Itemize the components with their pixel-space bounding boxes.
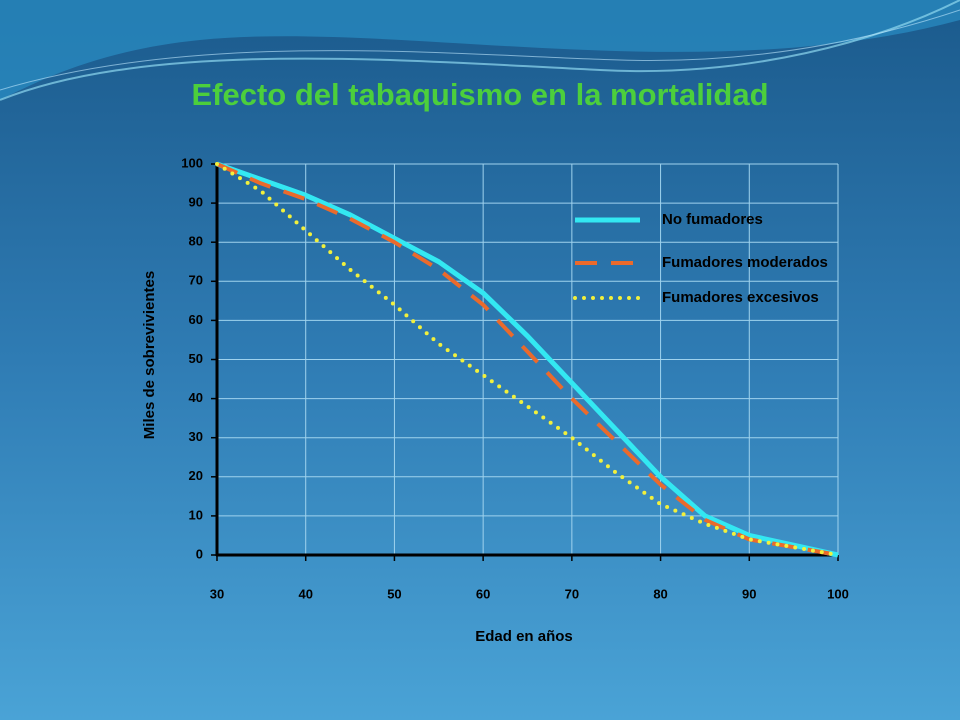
y-tick-label: 20 (189, 468, 203, 483)
y-tick-label: 80 (189, 234, 203, 249)
x-tick-label: 80 (653, 586, 667, 601)
wave-line (0, 0, 960, 101)
y-tick-label: 60 (189, 312, 203, 327)
y-tick-label: 100 (181, 155, 203, 170)
y-tick-label: 90 (189, 195, 203, 210)
series-line (215, 162, 840, 557)
x-tick-label: 70 (565, 586, 579, 601)
x-tick-label: 60 (476, 586, 490, 601)
x-axis-label: Edad en años (475, 628, 573, 645)
x-tick-label: 40 (298, 586, 312, 601)
y-tick-label: 40 (189, 390, 203, 405)
legend-label: No fumadores (662, 211, 763, 228)
legend-label: Fumadores moderados (662, 254, 828, 271)
x-tick-label: 50 (387, 586, 401, 601)
y-tick-label: 0 (196, 546, 203, 561)
legend-label: Fumadores excesivos (662, 289, 819, 306)
series-line (216, 161, 839, 558)
wave (0, 0, 960, 100)
y-axis-label: Miles de sobrevivientes (141, 271, 158, 439)
x-tick-label: 90 (742, 586, 756, 601)
y-tick-label: 30 (189, 429, 203, 444)
series-line (216, 162, 839, 557)
y-tick-label: 10 (189, 507, 203, 522)
wave-line (0, 9, 960, 91)
y-tick-label: 50 (189, 351, 203, 366)
x-tick-label: 100 (827, 586, 849, 601)
y-tick-label: 70 (189, 273, 203, 288)
x-tick-label: 30 (210, 586, 224, 601)
slide-title: Efecto del tabaquismo en la mortalidad (191, 77, 768, 112)
